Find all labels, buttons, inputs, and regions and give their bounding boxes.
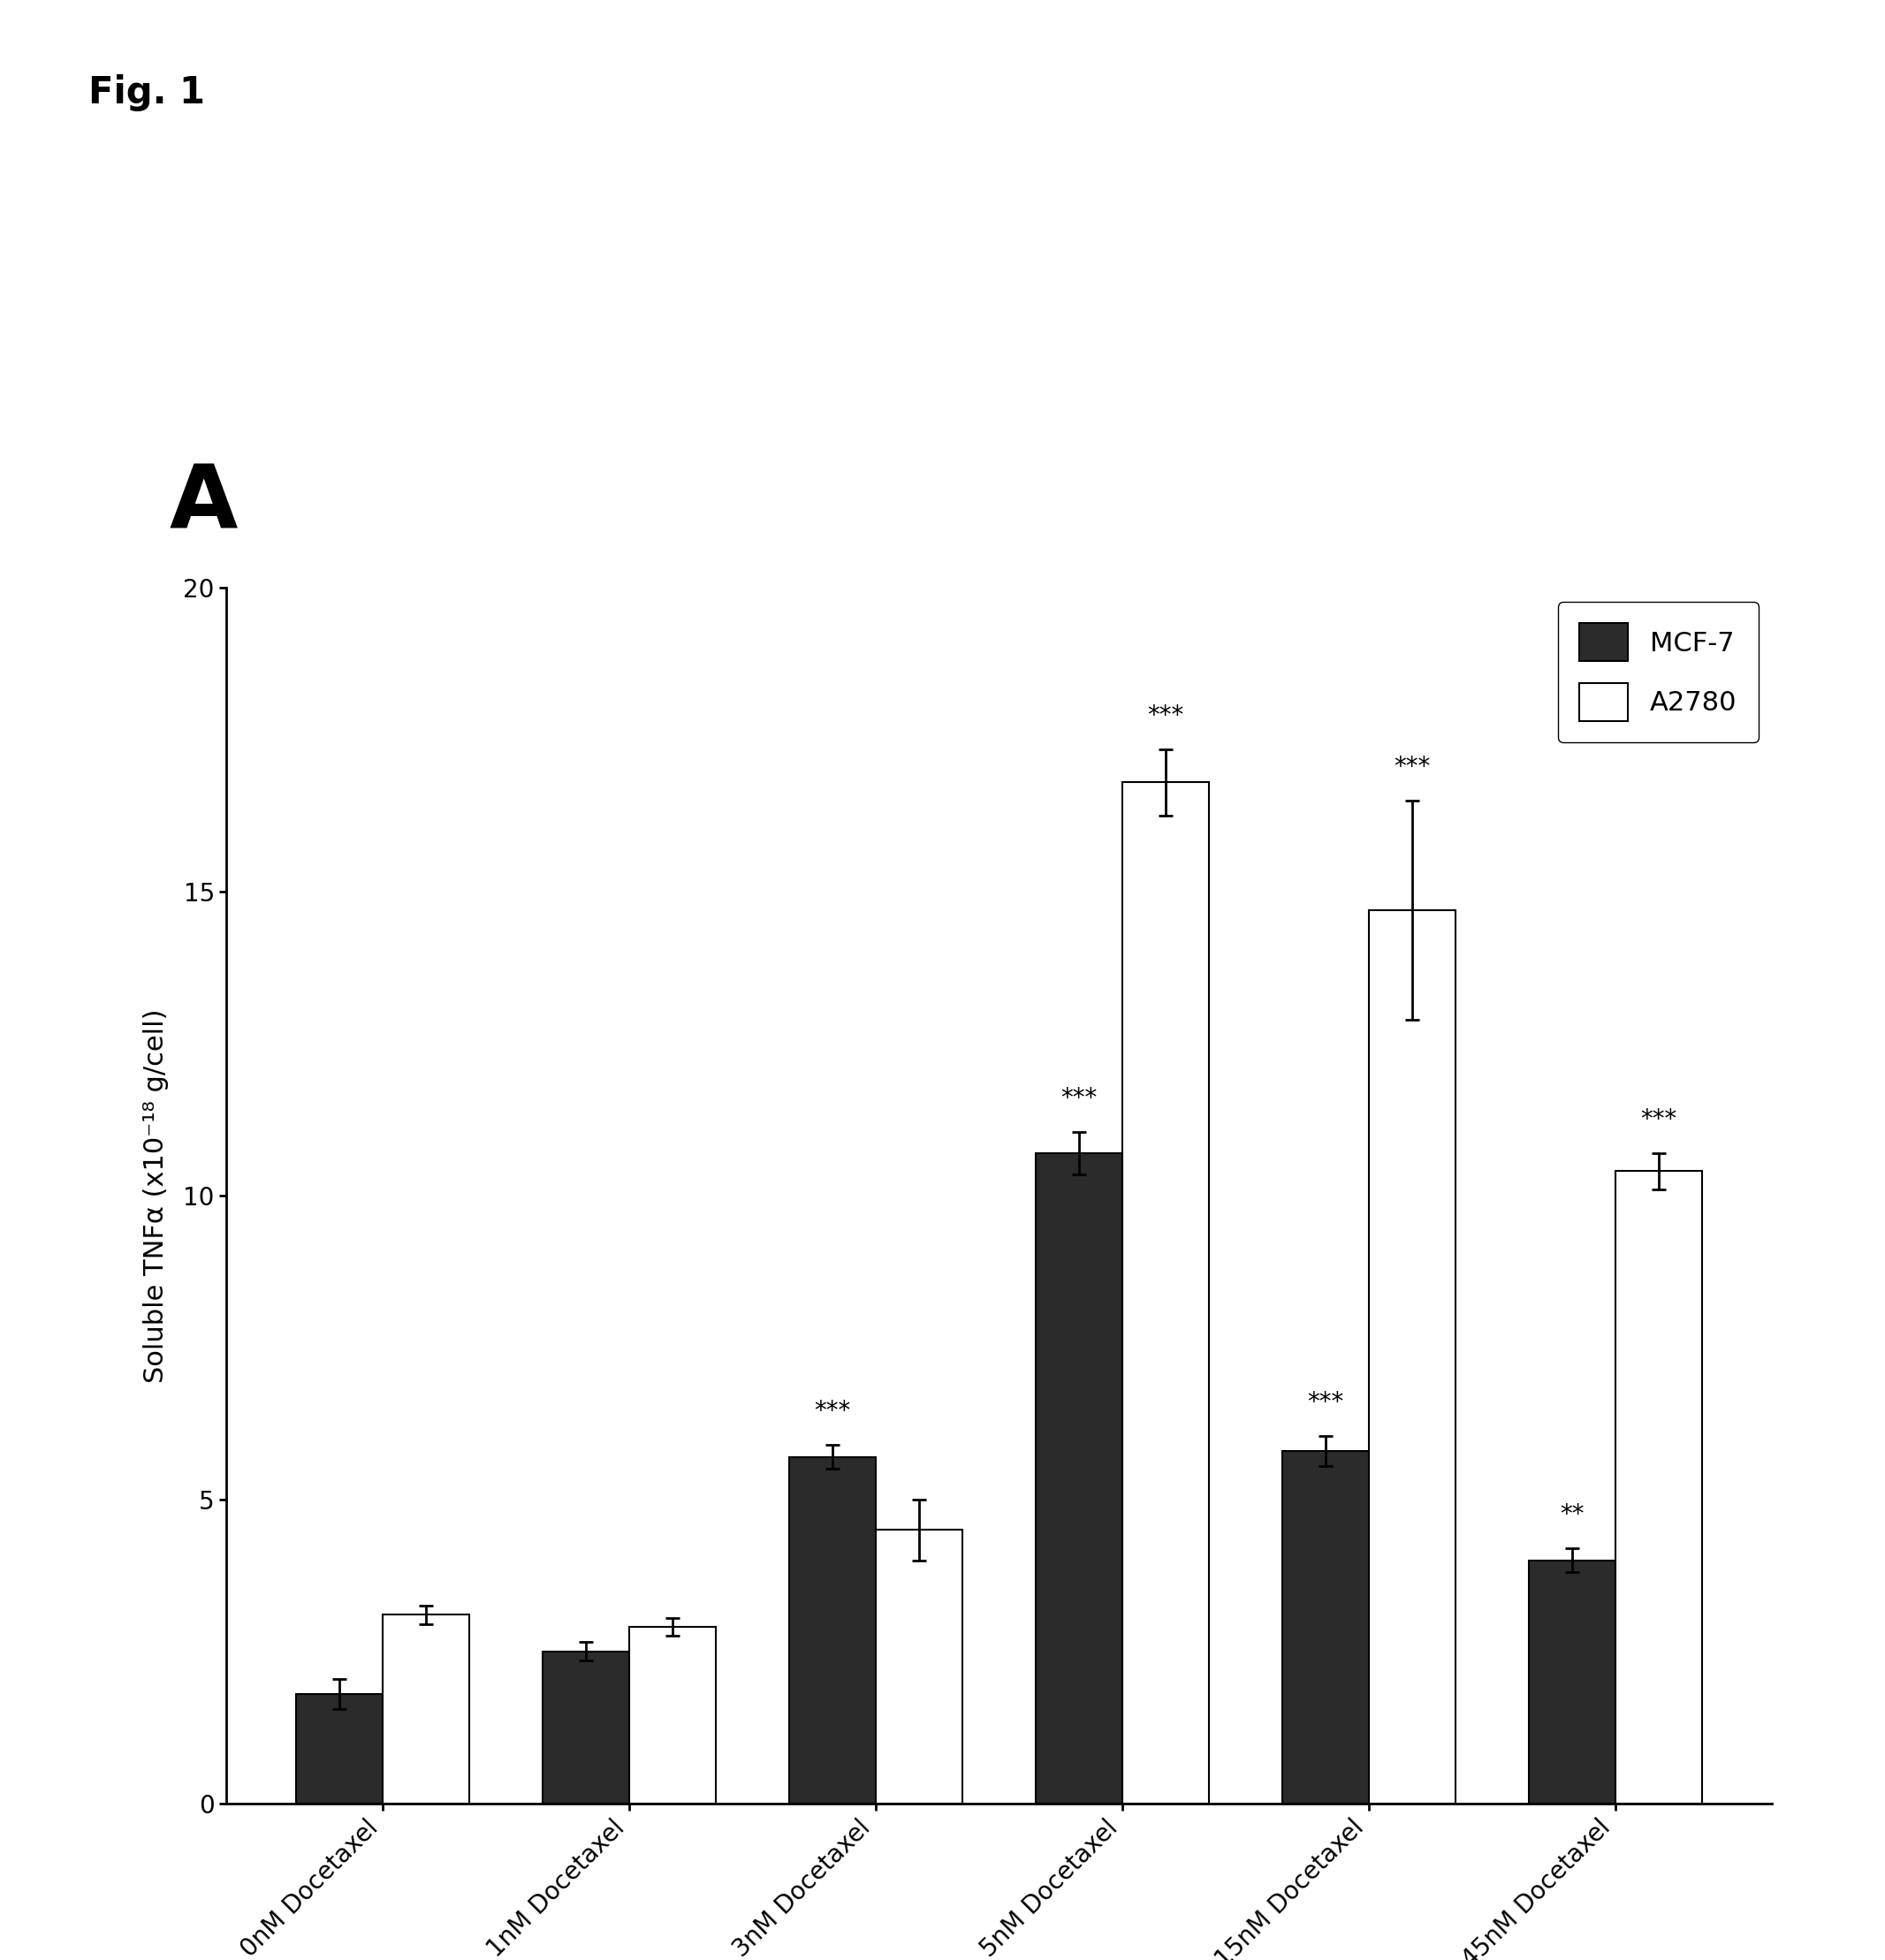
Bar <box>543 1650 630 1803</box>
Bar <box>1122 782 1208 1803</box>
Text: ***: *** <box>1308 1390 1344 1415</box>
Bar <box>1037 1152 1122 1803</box>
Text: ***: *** <box>1148 704 1184 727</box>
Bar <box>790 1456 877 1803</box>
Text: **: ** <box>1561 1501 1585 1527</box>
Text: A: A <box>170 461 238 547</box>
Bar <box>296 1693 383 1803</box>
Legend: MCF-7, A2780: MCF-7, A2780 <box>1557 602 1759 743</box>
Bar <box>630 1627 716 1803</box>
Bar <box>1529 1560 1615 1803</box>
Bar <box>1615 1172 1702 1803</box>
Bar <box>1369 909 1455 1803</box>
Y-axis label: Soluble TNFα (x10⁻¹⁸ g/cell): Soluble TNFα (x10⁻¹⁸ g/cell) <box>143 1009 168 1382</box>
Text: Fig. 1: Fig. 1 <box>89 74 205 112</box>
Text: ***: *** <box>1393 755 1431 780</box>
Text: ***: *** <box>1061 1086 1097 1111</box>
Text: ***: *** <box>1640 1107 1678 1131</box>
Text: ***: *** <box>814 1399 850 1423</box>
Bar <box>1282 1450 1369 1803</box>
Bar <box>383 1615 469 1803</box>
Bar <box>877 1529 961 1803</box>
